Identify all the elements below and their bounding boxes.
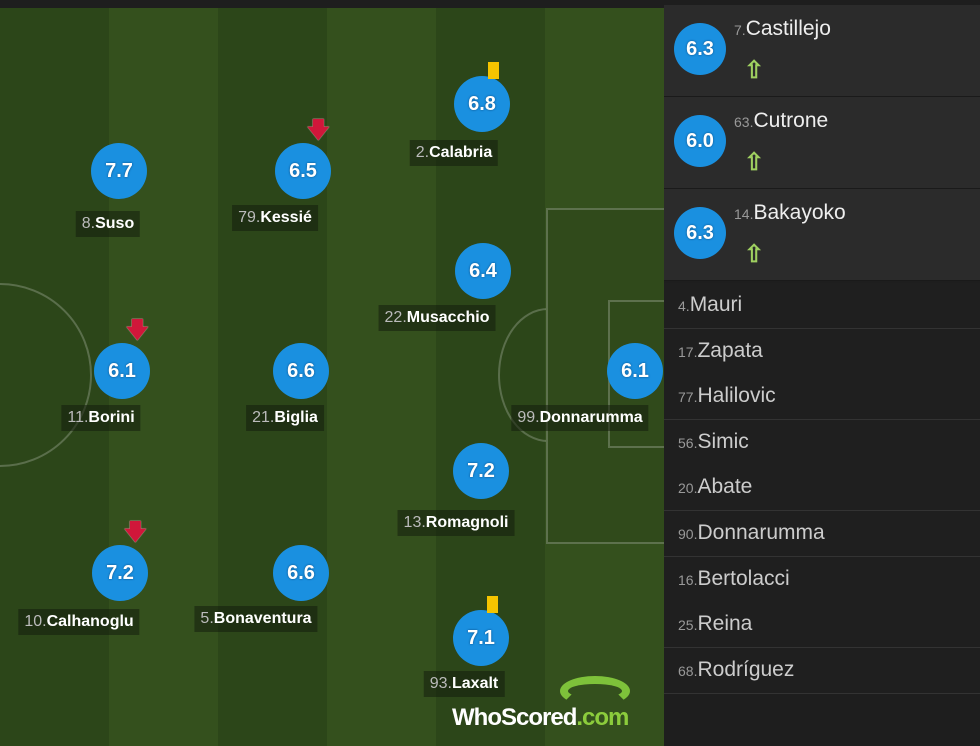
- shirt-number: 77.: [678, 389, 698, 406]
- shirt-number: 2.: [415, 144, 430, 161]
- player-name: Bonaventura: [213, 610, 312, 627]
- bench-row[interactable]: 17.Zapata: [664, 328, 980, 375]
- shirt-number: 5.: [200, 610, 214, 627]
- shirt-number: 16.: [678, 571, 698, 588]
- shirt-number: 7.: [734, 22, 746, 38]
- rating-badge: 6.4: [455, 243, 511, 299]
- shirt-number: 25.: [678, 617, 698, 634]
- player-name: Donnarumma: [539, 409, 643, 426]
- pitch: [0, 8, 664, 746]
- bench-row[interactable]: 20.Abate: [664, 465, 980, 512]
- substitute-row[interactable]: 6.3 14.Bakayoko ⇧: [664, 189, 980, 281]
- shirt-number: 4.: [678, 298, 690, 314]
- player-name: Cutrone: [753, 109, 829, 132]
- sub-off-arrow-icon: 🡇: [126, 317, 149, 342]
- shirt-number: 20.: [678, 480, 698, 497]
- shirt-number: 17.: [678, 343, 698, 360]
- rating-badge: 7.7: [91, 143, 147, 199]
- sub-on-arrow-icon: ⇧: [744, 149, 765, 176]
- shirt-number: 11.: [67, 409, 89, 426]
- player-name-label: 79.Kessié: [232, 205, 318, 231]
- rating-badge: 6.6: [273, 545, 329, 601]
- player-name: Donnarumma: [697, 521, 825, 544]
- bench-row[interactable]: 77.Halilovic: [664, 374, 980, 421]
- player-name-label: 8.Suso: [75, 211, 141, 237]
- shirt-number: 63.: [734, 114, 754, 130]
- substitute-row[interactable]: 6.0 63.Cutrone ⇧: [664, 97, 980, 189]
- rating-badge: 6.3: [674, 207, 726, 259]
- player-name-label: 11.Borini: [61, 405, 141, 431]
- sub-off-arrow-icon: 🡇: [307, 117, 330, 142]
- logo-question-mark: [560, 676, 630, 706]
- player-name: Bertolacci: [697, 566, 790, 590]
- shirt-number: 13.: [403, 514, 426, 531]
- player-name-label: 2.Calabria: [409, 140, 499, 166]
- shirt-number: 79.: [238, 209, 261, 226]
- shirt-number: 21.: [252, 409, 275, 426]
- shirt-number: 8.: [81, 215, 96, 232]
- player-name-label: 13.Romagnoli: [397, 510, 515, 536]
- player-name: Bakayoko: [753, 201, 846, 224]
- player-name-label: 21.Biglia: [246, 405, 324, 431]
- player-name: Simic: [697, 429, 749, 453]
- shirt-number: 22.: [384, 309, 407, 326]
- shirt-number: 90.: [678, 526, 698, 542]
- rating-badge: 6.0: [674, 115, 726, 167]
- substitutes-panel: 6.3 7.Castillejo ⇧ 6.0 63.Cutrone ⇧ 6.3 14.Baka…: [664, 0, 980, 746]
- shirt-number: 56.: [678, 434, 698, 451]
- player-name: Calabria: [429, 144, 493, 161]
- shirt-number: 93.: [429, 675, 452, 692]
- logo-who: Who: [452, 704, 502, 731]
- player-name: Musacchio: [406, 309, 490, 326]
- player-name: Rodríguez: [697, 657, 795, 681]
- player-name: Kessié: [260, 209, 312, 226]
- shirt-number: 68.: [678, 662, 698, 679]
- player-name: Borini: [88, 409, 135, 426]
- shirt-number: 14.: [734, 206, 754, 222]
- player-name: Zapata: [697, 338, 763, 362]
- rating-badge: 7.1: [453, 610, 509, 666]
- player-name-label: 5.Bonaventura: [194, 606, 318, 632]
- rating-badge: 6.1: [607, 343, 663, 399]
- sub-on-arrow-icon: ⇧: [744, 241, 765, 268]
- rating-badge: 6.3: [674, 23, 726, 75]
- player-name-label: 10.Calhanoglu: [18, 609, 140, 635]
- rating-badge: 7.2: [92, 545, 148, 601]
- rating-badge: 6.6: [273, 343, 329, 399]
- rating-badge: 6.1: [94, 343, 150, 399]
- bench-row[interactable]: 90.Donnarumma: [664, 511, 980, 557]
- logo-com: .com: [576, 704, 629, 731]
- bench-row[interactable]: 25.Reina: [664, 602, 980, 649]
- player-name-label: 22.Musacchio: [378, 305, 496, 331]
- player-name: Suso: [95, 215, 135, 232]
- sub-off-arrow-icon: 🡇: [124, 519, 147, 544]
- substitute-row[interactable]: 6.3 7.Castillejo ⇧: [664, 5, 980, 97]
- player-name: Abate: [697, 475, 753, 499]
- rating-badge: 6.5: [275, 143, 331, 199]
- sub-on-arrow-icon: ⇧: [744, 57, 765, 84]
- player-name: Laxalt: [452, 675, 499, 692]
- bench-row[interactable]: 56.Simic: [664, 419, 980, 466]
- yellow-card-icon: [488, 62, 499, 79]
- rating-badge: 7.2: [453, 443, 509, 499]
- logo-scored: Scored: [500, 704, 577, 731]
- player-name-label: 93.Laxalt: [423, 671, 505, 697]
- player-name: Biglia: [274, 409, 318, 426]
- player-name: Calhanoglu: [46, 613, 134, 630]
- yellow-card-icon: [487, 596, 498, 613]
- player-name: Halilovic: [697, 384, 776, 408]
- bench-row[interactable]: 68.Rodríguez: [664, 647, 980, 694]
- shirt-number: 10.: [24, 613, 47, 630]
- player-name: Romagnoli: [425, 514, 509, 531]
- player-name-label: 99.Donnarumma: [511, 405, 649, 431]
- shirt-number: 99.: [517, 409, 540, 426]
- player-name: Reina: [697, 612, 753, 636]
- player-name: Mauri: [689, 293, 743, 316]
- bench-row[interactable]: 16.Bertolacci: [664, 556, 980, 603]
- whoscored-logo: WhoScored.com: [452, 704, 629, 732]
- player-name: Castillejo: [745, 17, 831, 40]
- rating-badge: 6.8: [454, 76, 510, 132]
- bench-row[interactable]: 4.Mauri: [664, 283, 980, 329]
